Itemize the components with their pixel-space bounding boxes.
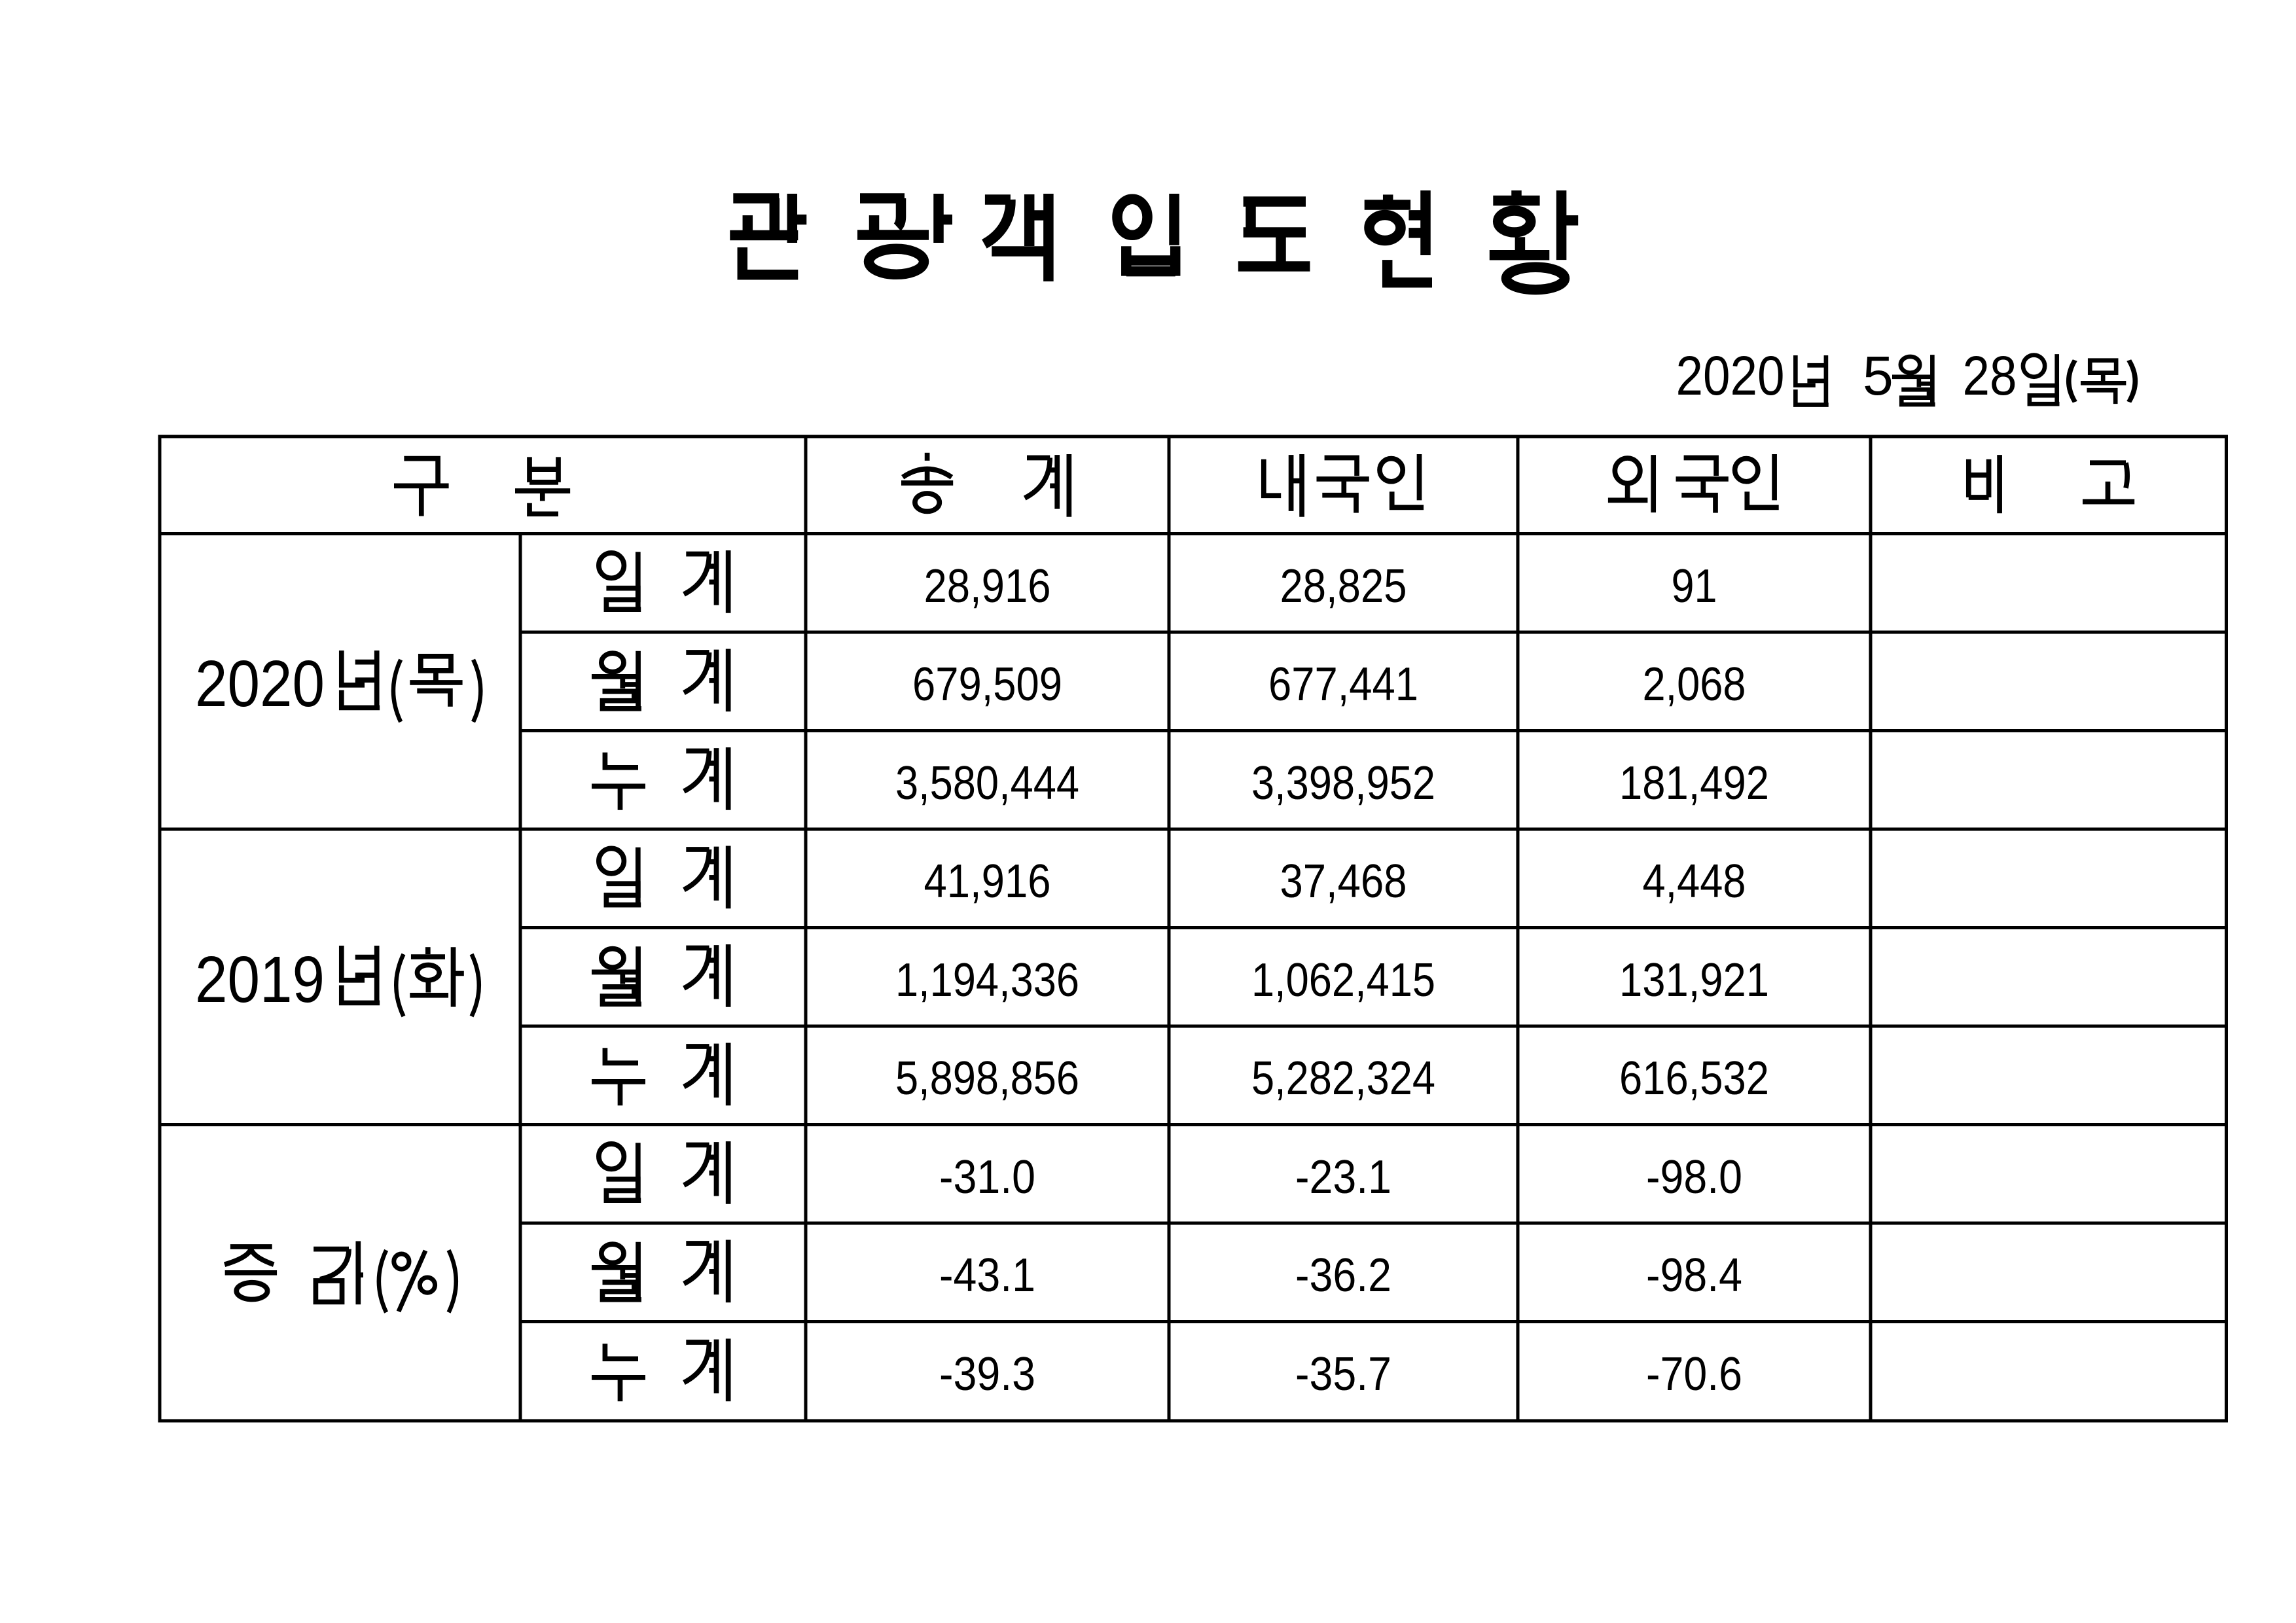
svg-text:-36.2: -36.2: [1295, 1249, 1391, 1302]
svg-text:677,441: 677,441: [1268, 658, 1418, 711]
svg-text:3,398,952: 3,398,952: [1251, 757, 1435, 810]
svg-text:131,921: 131,921: [1619, 954, 1769, 1007]
svg-text:679,509: 679,509: [912, 658, 1062, 711]
svg-text:37,468: 37,468: [1280, 855, 1407, 908]
svg-text:3,580,444: 3,580,444: [895, 757, 1079, 810]
svg-text:181,492: 181,492: [1619, 757, 1769, 810]
svg-text:5,898,856: 5,898,856: [895, 1052, 1079, 1105]
svg-text:2,068: 2,068: [1643, 658, 1746, 711]
svg-text:-39.3: -39.3: [939, 1348, 1035, 1400]
svg-text:616,532: 616,532: [1619, 1052, 1769, 1105]
svg-text:1,194,336: 1,194,336: [895, 954, 1079, 1007]
svg-text:-70.6: -70.6: [1646, 1348, 1742, 1400]
svg-text:-35.7: -35.7: [1295, 1348, 1391, 1400]
svg-text:1,062,415: 1,062,415: [1251, 954, 1435, 1007]
svg-text:41,916: 41,916: [924, 855, 1051, 908]
svg-text:5,282,324: 5,282,324: [1251, 1052, 1435, 1105]
svg-text:28,916: 28,916: [924, 560, 1051, 613]
svg-text:28: 28: [1963, 345, 2017, 406]
svg-text:4,448: 4,448: [1643, 855, 1746, 908]
svg-text:-98.0: -98.0: [1646, 1151, 1742, 1204]
svg-text:-23.1: -23.1: [1295, 1151, 1391, 1204]
svg-text:-98.4: -98.4: [1646, 1249, 1742, 1302]
svg-text:2019: 2019: [195, 943, 325, 1016]
svg-text:5: 5: [1863, 345, 1893, 406]
svg-text:-43.1: -43.1: [939, 1249, 1035, 1302]
svg-text:91: 91: [1672, 560, 1717, 613]
svg-text:2020: 2020: [195, 647, 325, 721]
svg-text:28,825: 28,825: [1280, 560, 1407, 613]
svg-text:-31.0: -31.0: [939, 1151, 1035, 1204]
svg-text:2020: 2020: [1676, 345, 1785, 406]
